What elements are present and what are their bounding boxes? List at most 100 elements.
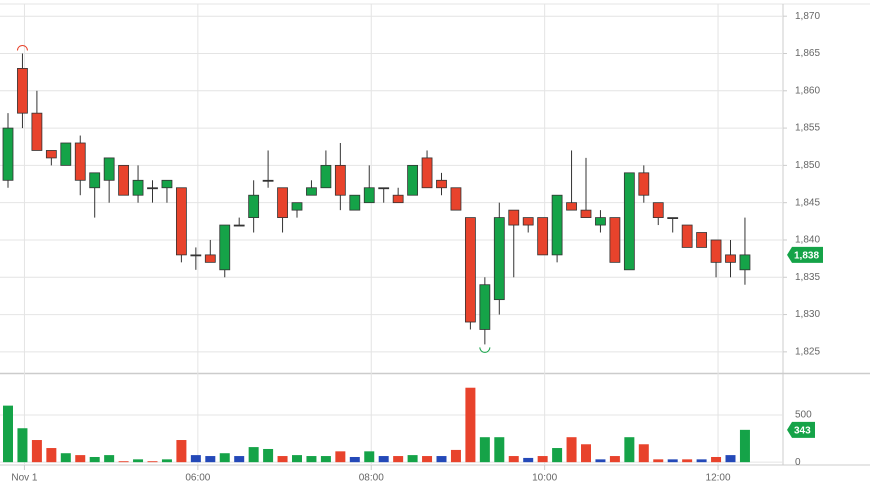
volume-bar xyxy=(190,455,201,463)
volume-bar xyxy=(161,459,172,463)
volume-bar xyxy=(508,456,519,463)
y-tick-label: 1,840 xyxy=(795,235,820,246)
volume-bar xyxy=(104,455,115,463)
y-tick-label: 1,845 xyxy=(795,197,820,208)
candle-body xyxy=(2,127,14,181)
candle-body xyxy=(537,217,549,256)
candle-body xyxy=(118,164,129,196)
low-marker xyxy=(479,347,491,353)
candle-body xyxy=(710,239,722,263)
candle-body xyxy=(522,217,534,226)
volume-bar xyxy=(46,448,57,463)
candle-body xyxy=(363,187,375,204)
volume-bar xyxy=(205,456,216,463)
candle-body xyxy=(277,187,288,218)
volume-bar xyxy=(263,448,274,463)
volume-bar xyxy=(292,455,302,463)
candle-body xyxy=(31,112,43,151)
candle-body xyxy=(349,194,361,211)
volume-bar xyxy=(176,440,187,463)
volume-bar xyxy=(3,405,13,463)
candle-body xyxy=(464,217,476,323)
volume-bar xyxy=(234,456,245,463)
candle-body xyxy=(60,142,72,166)
y-tick-label: 500 xyxy=(795,410,812,421)
volume-bar xyxy=(739,429,750,463)
y-tick-label: 1,835 xyxy=(795,272,820,283)
volume-bar xyxy=(219,453,230,463)
volume-bar xyxy=(147,461,158,463)
volume-bar xyxy=(60,453,71,463)
candle-body xyxy=(132,179,144,196)
candle-body xyxy=(378,187,390,190)
volume-bar xyxy=(609,456,620,463)
volume-bar xyxy=(248,447,259,463)
volume-bar xyxy=(653,459,664,463)
volume-bar xyxy=(393,456,404,463)
candle-body xyxy=(262,179,274,182)
volume-bar xyxy=(277,456,288,463)
candle-body xyxy=(233,224,245,227)
y-tick-label: 1,865 xyxy=(795,48,820,59)
volume-bar xyxy=(537,456,548,463)
last-volume-label: 343 xyxy=(794,425,811,436)
candle-body xyxy=(595,217,606,226)
volume-bar xyxy=(523,457,534,463)
candle-body xyxy=(89,172,101,189)
volume-bar xyxy=(479,437,490,463)
volume-bar xyxy=(407,455,418,463)
candle-body xyxy=(147,187,158,190)
volume-bar xyxy=(682,459,693,463)
volume-bar xyxy=(31,440,42,463)
candle-body xyxy=(421,157,433,189)
y-tick-label: 1,830 xyxy=(795,309,820,320)
x-tick-label: 12:00 xyxy=(706,473,731,484)
candle-body xyxy=(623,172,635,271)
volume-bar xyxy=(320,456,331,463)
candle-body xyxy=(248,194,260,218)
volume-bar xyxy=(624,437,635,463)
volume-bar xyxy=(566,437,577,463)
volume-bar xyxy=(696,459,707,463)
x-tick-label: Nov 1 xyxy=(11,473,38,484)
volume-bar xyxy=(75,455,86,463)
y-tick-label: 1,870 xyxy=(795,11,820,22)
candle-body xyxy=(103,157,115,181)
candle-body xyxy=(681,224,693,248)
candle-body xyxy=(334,164,346,196)
last-price-badge xyxy=(787,246,823,263)
volume-bar xyxy=(133,459,144,463)
x-tick-label: 10:00 xyxy=(532,473,557,484)
candle-body xyxy=(739,254,751,271)
candle-body xyxy=(204,254,216,263)
candle-body xyxy=(566,202,577,211)
y-tick-label: 0 xyxy=(795,457,801,468)
candle-body xyxy=(306,187,317,196)
y-tick-label: 1,860 xyxy=(795,85,820,96)
candle-body xyxy=(320,164,332,189)
volume-bar xyxy=(422,456,433,463)
volume-bar xyxy=(552,448,563,463)
volume-bar xyxy=(725,455,736,463)
candle-body xyxy=(219,224,231,271)
candle-body xyxy=(551,194,563,256)
volume-bar xyxy=(450,449,461,463)
volume-bar xyxy=(581,444,591,463)
volume-bar xyxy=(349,456,360,463)
candle-body xyxy=(638,172,650,196)
candle-body xyxy=(291,202,303,211)
high-marker xyxy=(16,45,28,51)
candle-body xyxy=(175,187,187,256)
y-tick-label: 1,825 xyxy=(795,347,820,358)
candle-body xyxy=(696,232,707,248)
candle-body xyxy=(450,187,462,211)
candle-body xyxy=(479,284,491,330)
candle-body xyxy=(609,217,621,263)
volume-bar xyxy=(465,387,476,463)
candle-body xyxy=(17,68,28,114)
candle-body xyxy=(667,217,679,219)
candle-body xyxy=(436,179,447,189)
y-tick-label: 1,850 xyxy=(795,160,820,171)
candle-body xyxy=(161,179,173,189)
